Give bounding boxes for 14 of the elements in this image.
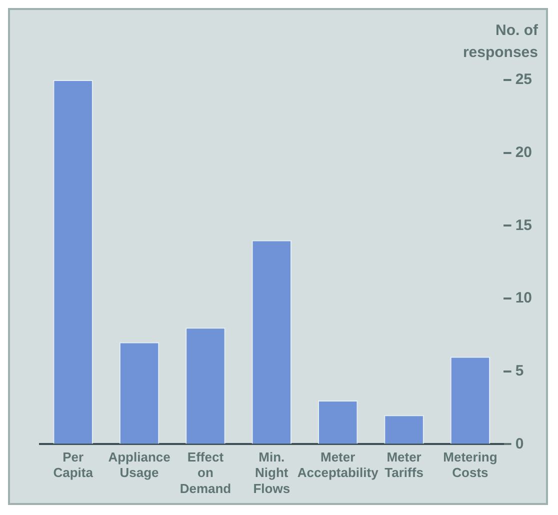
x-tick-label: Meter Acceptability: [297, 450, 380, 480]
x-tick-label: Meter Tariffs: [384, 450, 424, 480]
x-tick-label: Metering Costs: [443, 450, 498, 480]
y-axis-title: No. of responses: [462, 21, 538, 63]
y-tick-label: 15: [515, 216, 532, 234]
x-tick-label: Per Capita: [53, 450, 94, 480]
y-tick-label: 25: [515, 71, 532, 88]
x-tick-label: Effect on Demand: [180, 450, 232, 496]
y-tick-label: 20: [515, 144, 532, 161]
x-tick-label: Appliance Usage: [108, 450, 170, 480]
x-tick-label: Min. Night Flows: [253, 450, 290, 496]
y-tick-label: 10: [515, 290, 532, 307]
y-tick-label: 5: [515, 362, 524, 380]
y-tick-label: 0: [515, 435, 524, 452]
